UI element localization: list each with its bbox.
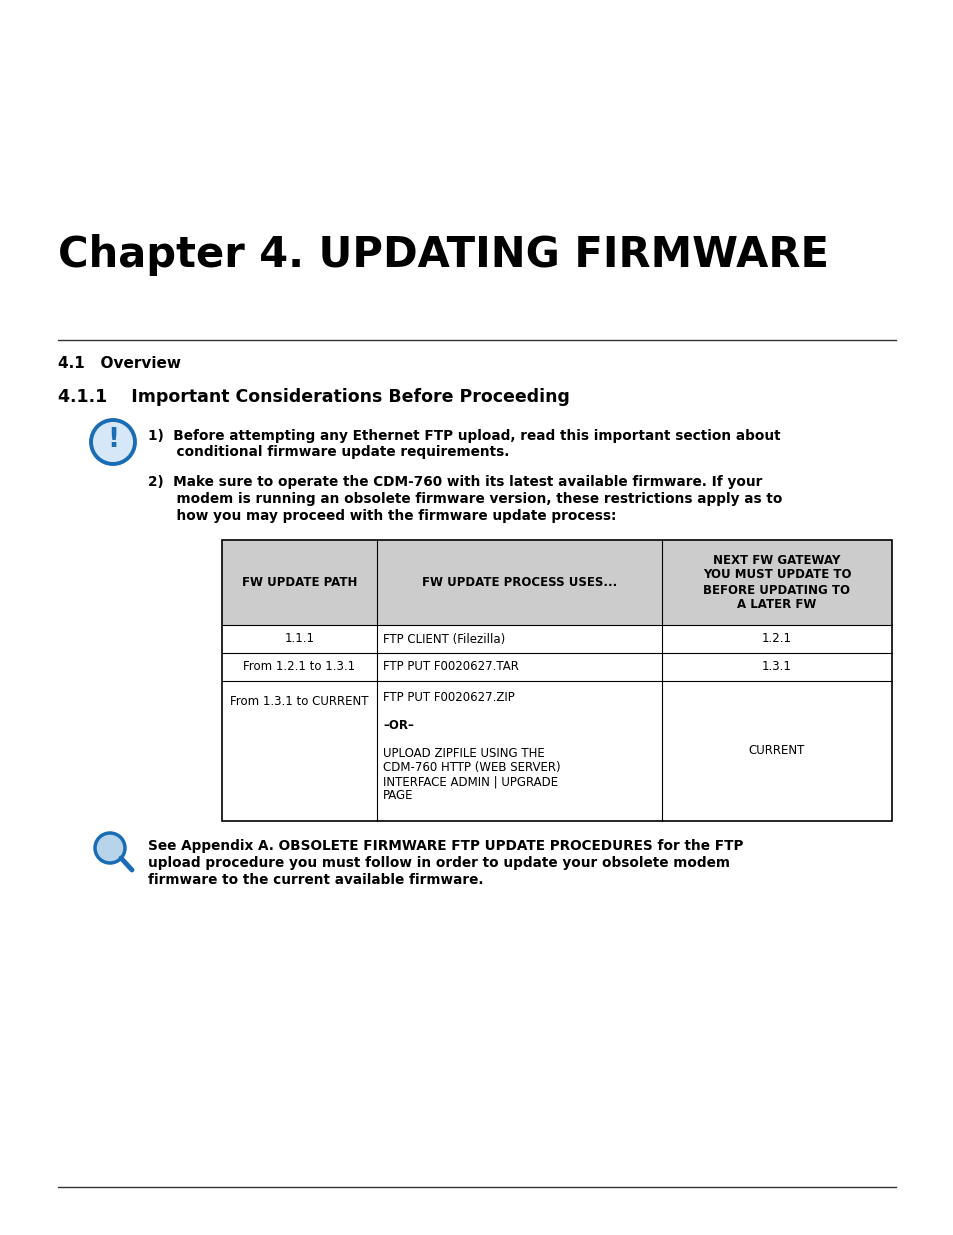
- Bar: [376, 680, 661, 821]
- Bar: [222, 625, 376, 653]
- Bar: [376, 653, 661, 680]
- Text: FTP PUT F0020627.ZIP: FTP PUT F0020627.ZIP: [382, 692, 515, 704]
- Text: PAGE: PAGE: [382, 789, 413, 802]
- Text: !: !: [107, 427, 119, 453]
- Text: FTP PUT F0020627.TAR: FTP PUT F0020627.TAR: [382, 661, 518, 673]
- Text: FW UPDATE PROCESS USES...: FW UPDATE PROCESS USES...: [421, 576, 617, 589]
- Bar: [222, 680, 376, 821]
- Text: 1.3.1: 1.3.1: [761, 661, 791, 673]
- Bar: [222, 540, 376, 625]
- Text: CDM-760 HTTP (WEB SERVER): CDM-760 HTTP (WEB SERVER): [382, 761, 560, 774]
- Text: how you may proceed with the firmware update process:: how you may proceed with the firmware up…: [148, 509, 616, 522]
- Bar: [661, 625, 891, 653]
- Bar: [222, 653, 376, 680]
- Text: 1)  Before attempting any Ethernet FTP upload, read this important section about: 1) Before attempting any Ethernet FTP up…: [148, 429, 780, 459]
- Circle shape: [91, 420, 135, 464]
- Text: 2)  Make sure to operate the CDM-760 with its latest available firmware. If your: 2) Make sure to operate the CDM-760 with…: [148, 475, 761, 489]
- Text: 4.1.1    Important Considerations Before Proceeding: 4.1.1 Important Considerations Before Pr…: [58, 388, 569, 406]
- Text: FW UPDATE PATH: FW UPDATE PATH: [241, 576, 356, 589]
- Text: 4.1   Overview: 4.1 Overview: [58, 356, 181, 370]
- Bar: [661, 540, 891, 625]
- Text: See Appendix A. OBSOLETE FIRMWARE FTP UPDATE PROCEDURES for the FTP: See Appendix A. OBSOLETE FIRMWARE FTP UP…: [148, 839, 742, 853]
- Text: INTERFACE ADMIN | UPGRADE: INTERFACE ADMIN | UPGRADE: [382, 776, 558, 788]
- Circle shape: [95, 832, 125, 863]
- Text: From 1.2.1 to 1.3.1: From 1.2.1 to 1.3.1: [243, 661, 355, 673]
- Text: 1.2.1: 1.2.1: [761, 632, 791, 646]
- Text: FTP CLIENT (Filezilla): FTP CLIENT (Filezilla): [382, 632, 505, 646]
- Text: 1.1.1: 1.1.1: [284, 632, 314, 646]
- Text: modem is running an obsolete firmware version, these restrictions apply as to: modem is running an obsolete firmware ve…: [148, 492, 781, 506]
- Text: NEXT FW GATEWAY
YOU MUST UPDATE TO
BEFORE UPDATING TO
A LATER FW: NEXT FW GATEWAY YOU MUST UPDATE TO BEFOR…: [702, 553, 850, 611]
- Text: UPLOAD ZIPFILE USING THE: UPLOAD ZIPFILE USING THE: [382, 747, 544, 760]
- Text: From 1.3.1 to CURRENT: From 1.3.1 to CURRENT: [230, 695, 369, 708]
- Text: firmware to the current available firmware.: firmware to the current available firmwa…: [148, 873, 483, 887]
- Text: –OR–: –OR–: [382, 719, 414, 732]
- Bar: [376, 540, 661, 625]
- Bar: [376, 625, 661, 653]
- Bar: [222, 540, 891, 821]
- Bar: [661, 653, 891, 680]
- Bar: [661, 680, 891, 821]
- Text: Chapter 4. UPDATING FIRMWARE: Chapter 4. UPDATING FIRMWARE: [58, 233, 828, 275]
- Text: CURRENT: CURRENT: [748, 745, 804, 757]
- Text: upload procedure you must follow in order to update your obsolete modem: upload procedure you must follow in orde…: [148, 856, 729, 869]
